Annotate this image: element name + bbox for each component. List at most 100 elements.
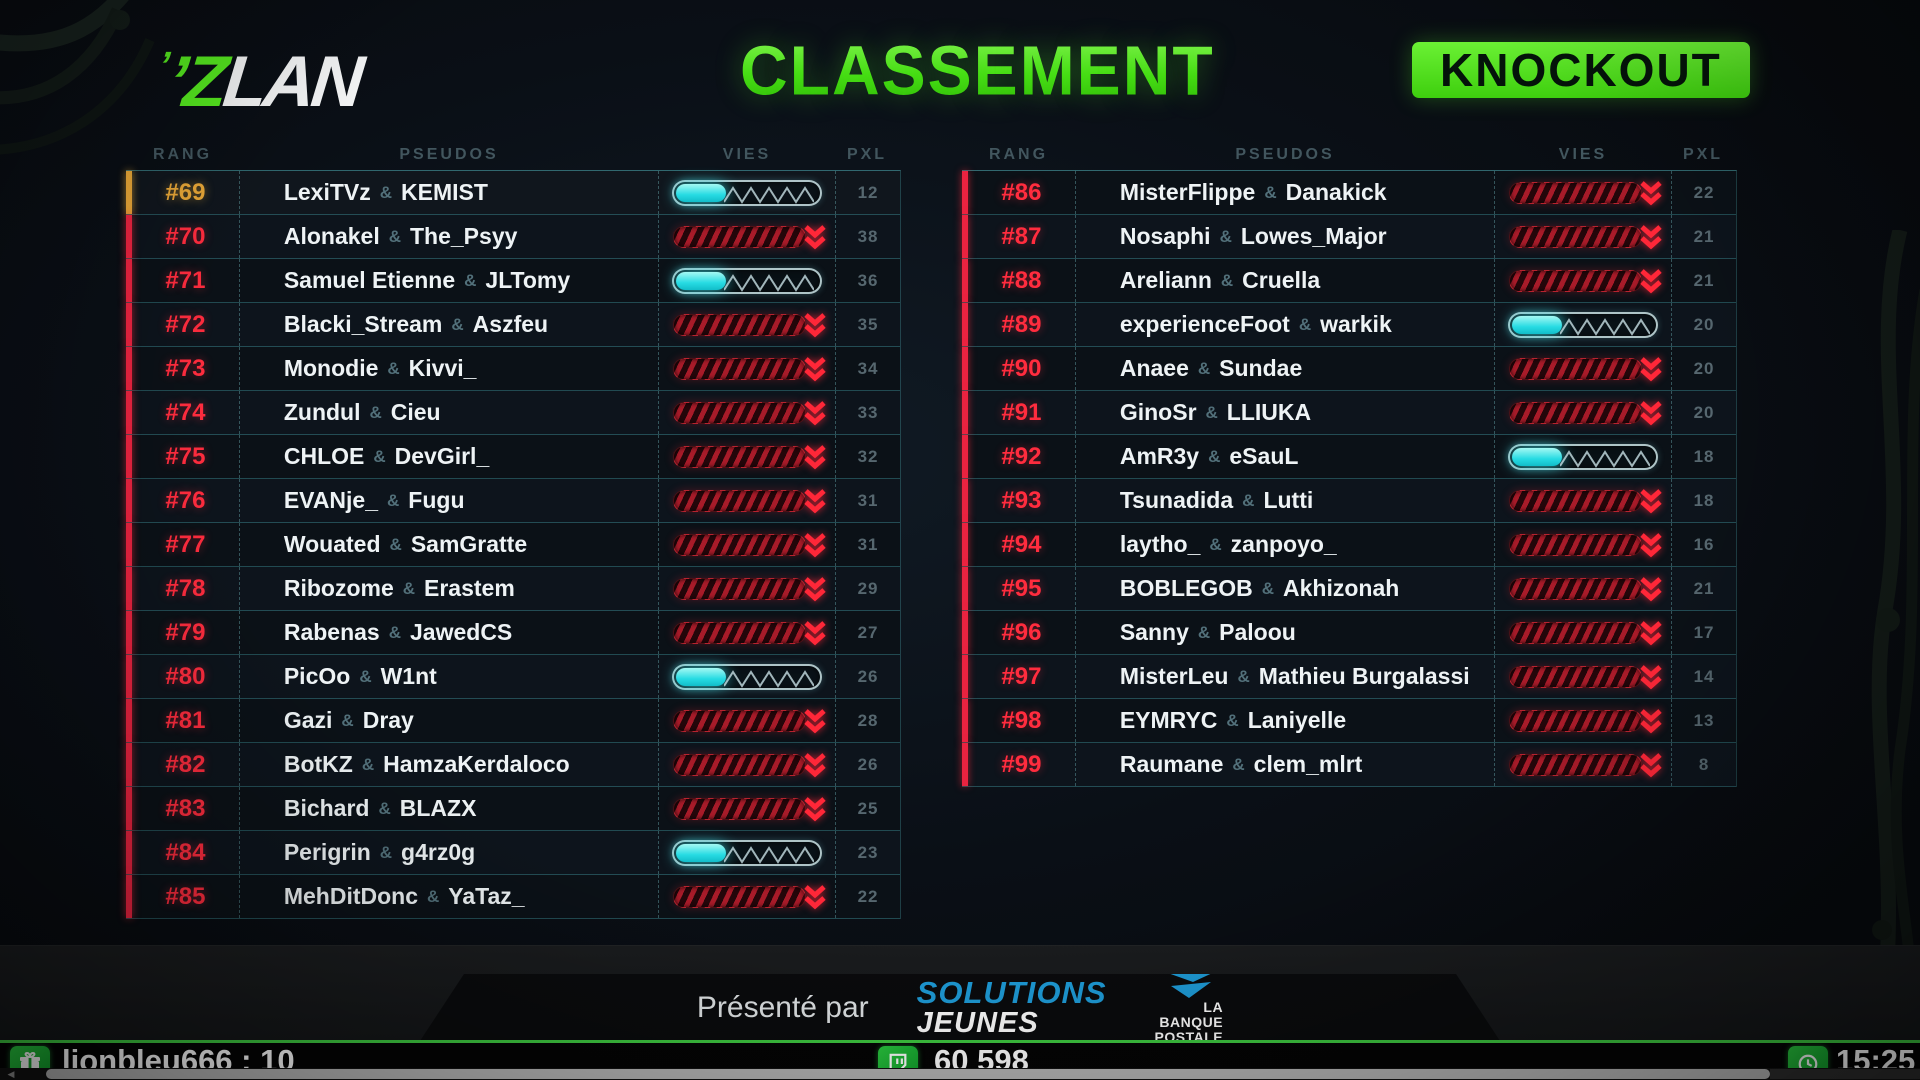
ampersand: &: [427, 886, 440, 906]
lives-bar-zigzag: [1560, 449, 1651, 468]
ampersand: &: [1208, 446, 1221, 466]
ampersand: &: [1226, 710, 1239, 730]
double-down-chevron-icon: [1640, 620, 1662, 645]
rank-cell: #72: [165, 310, 206, 338]
lives-cell: [1494, 171, 1671, 214]
lives-bar-remaining: [672, 663, 823, 690]
pseudos-cell: EYMRYC & Laniyelle: [1074, 699, 1494, 742]
row-accent-bar: [962, 655, 968, 698]
lives-bar-remaining: [1508, 311, 1659, 338]
lives-bar: [1508, 400, 1662, 426]
lives-bar-zigzag: [724, 669, 815, 688]
pseudos-cell: BOBLEGOB & Akhizonah: [1074, 567, 1494, 610]
bank-line-2: BANQUE: [1159, 1014, 1224, 1030]
player-two: Dray: [362, 707, 414, 733]
scrollbar-track-right[interactable]: [1770, 1069, 1920, 1079]
rank-cell: #78: [165, 574, 206, 602]
lives-bar-zigzag: [724, 185, 815, 204]
rank-cell: #74: [165, 398, 206, 426]
double-down-chevron-icon: [1640, 532, 1662, 557]
lives-bar: [672, 224, 826, 250]
lives-cell: [1494, 743, 1671, 786]
rank-cell: #70: [165, 222, 206, 250]
lives-bar-stripes: [1509, 665, 1643, 688]
lives-bar-depleted: [672, 224, 826, 250]
player-two: JawedCS: [410, 619, 513, 645]
lives-cell: [658, 391, 835, 434]
player-one: Nosaphi: [1119, 223, 1211, 249]
pxl-value: 29: [857, 578, 879, 598]
lives-cell: [1494, 479, 1671, 522]
row-accent-bar: [962, 567, 968, 610]
lives-cell: [658, 171, 835, 214]
table-row: #99 Raumane & clem_mlrt: [962, 743, 1736, 787]
row-accent-bar: [126, 171, 132, 214]
lives-bar-stripes: [1509, 533, 1643, 556]
player-two: Aszfeu: [472, 311, 549, 337]
lives-cell: [658, 435, 835, 478]
lives-bar-depleted: [672, 620, 826, 646]
rank-cell: #79: [165, 618, 206, 646]
pxl-value: 31: [857, 490, 879, 510]
lives-cell: [1494, 435, 1671, 478]
rank-cell: #73: [165, 354, 206, 382]
row-accent-bar: [962, 171, 968, 214]
double-down-chevron-icon: [804, 224, 826, 249]
pseudos-cell: Anaee & Sundae: [1074, 347, 1494, 390]
lives-bar: [1508, 708, 1662, 734]
lives-bar: [1508, 443, 1659, 470]
rank-cell: #90: [1001, 354, 1042, 382]
player-one: LexiTVz: [283, 179, 371, 205]
lives-bar-stripes: [1509, 753, 1643, 776]
table-body-left: #69 LexiTVz & KEMIST: [126, 170, 901, 919]
lives-bar-remaining: [1508, 443, 1659, 470]
pxl-value: 21: [1693, 270, 1715, 290]
lives-bar-remaining: [672, 179, 823, 206]
player-two: Mathieu Burgalassi: [1258, 663, 1470, 689]
ampersand: &: [369, 402, 382, 422]
column-header-pxl: PXL: [1682, 146, 1724, 163]
row-accent-bar: [962, 215, 968, 258]
double-down-chevron-icon: [804, 884, 826, 909]
lives-bar-stripes: [673, 577, 807, 600]
table-row: #76 EVANje_ & Fugu: [126, 479, 900, 523]
lives-bar-stripes: [673, 401, 807, 424]
table-header: RANG PSEUDOS VIES PXL: [126, 140, 901, 170]
lives-bar-depleted: [672, 532, 826, 558]
double-down-chevron-icon: [804, 620, 826, 645]
player-one: MisterLeu: [1119, 663, 1229, 689]
gift-leader-text: lionbleu666 : 10: [62, 1043, 295, 1071]
lives-bar-stripes: [1509, 621, 1643, 644]
sponsor-line-solutions: SOLUTIONS: [916, 974, 1107, 1010]
lives-cell: [658, 259, 835, 302]
lives-bar: [1508, 268, 1662, 294]
row-accent-bar: [126, 743, 132, 786]
zlan-logo-lan: LAN: [219, 42, 364, 122]
pseudos-cell: Rabenas & JawedCS: [238, 611, 658, 654]
pseudos-cell: BotKZ & HamzaKerdaloco: [238, 743, 658, 786]
lives-bar-zigzag: [724, 845, 815, 864]
scrollbar-left-arrow[interactable]: ◀: [7, 1068, 15, 1079]
lives-cell: [1494, 391, 1671, 434]
pxl-cell: 34: [835, 347, 900, 390]
pxl-cell: 25: [835, 787, 900, 830]
player-one: EVANje_: [283, 487, 379, 513]
table-row: #84 Perigrin & g4rz0g: [126, 831, 900, 875]
pseudos-cell: MisterLeu & Mathieu Burgalassi: [1074, 655, 1494, 698]
rank-cell: #71: [165, 266, 206, 294]
table-row: #86 MisterFlippe & Danakick: [962, 171, 1736, 215]
rank-cell: #85: [165, 882, 206, 910]
lives-bar-stripes: [673, 313, 807, 336]
row-accent-bar: [962, 435, 968, 478]
table-row: #92 AmR3y & eSauL: [962, 435, 1736, 479]
lives-bar-stripes: [673, 885, 807, 908]
row-accent-bar: [962, 699, 968, 742]
player-one: Wouated: [283, 531, 381, 557]
horizontal-scrollbar[interactable]: ◀: [0, 1068, 1920, 1080]
scrollbar-thumb[interactable]: [46, 1069, 1770, 1079]
row-accent-bar: [962, 523, 968, 566]
lives-cell: [658, 479, 835, 522]
lives-bar-depleted: [672, 356, 826, 382]
pxl-cell: 29: [835, 567, 900, 610]
pxl-cell: 21: [1671, 215, 1736, 258]
